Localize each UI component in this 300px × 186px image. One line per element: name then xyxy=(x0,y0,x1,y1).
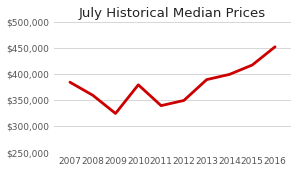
Title: July Historical Median Prices: July Historical Median Prices xyxy=(79,7,266,20)
